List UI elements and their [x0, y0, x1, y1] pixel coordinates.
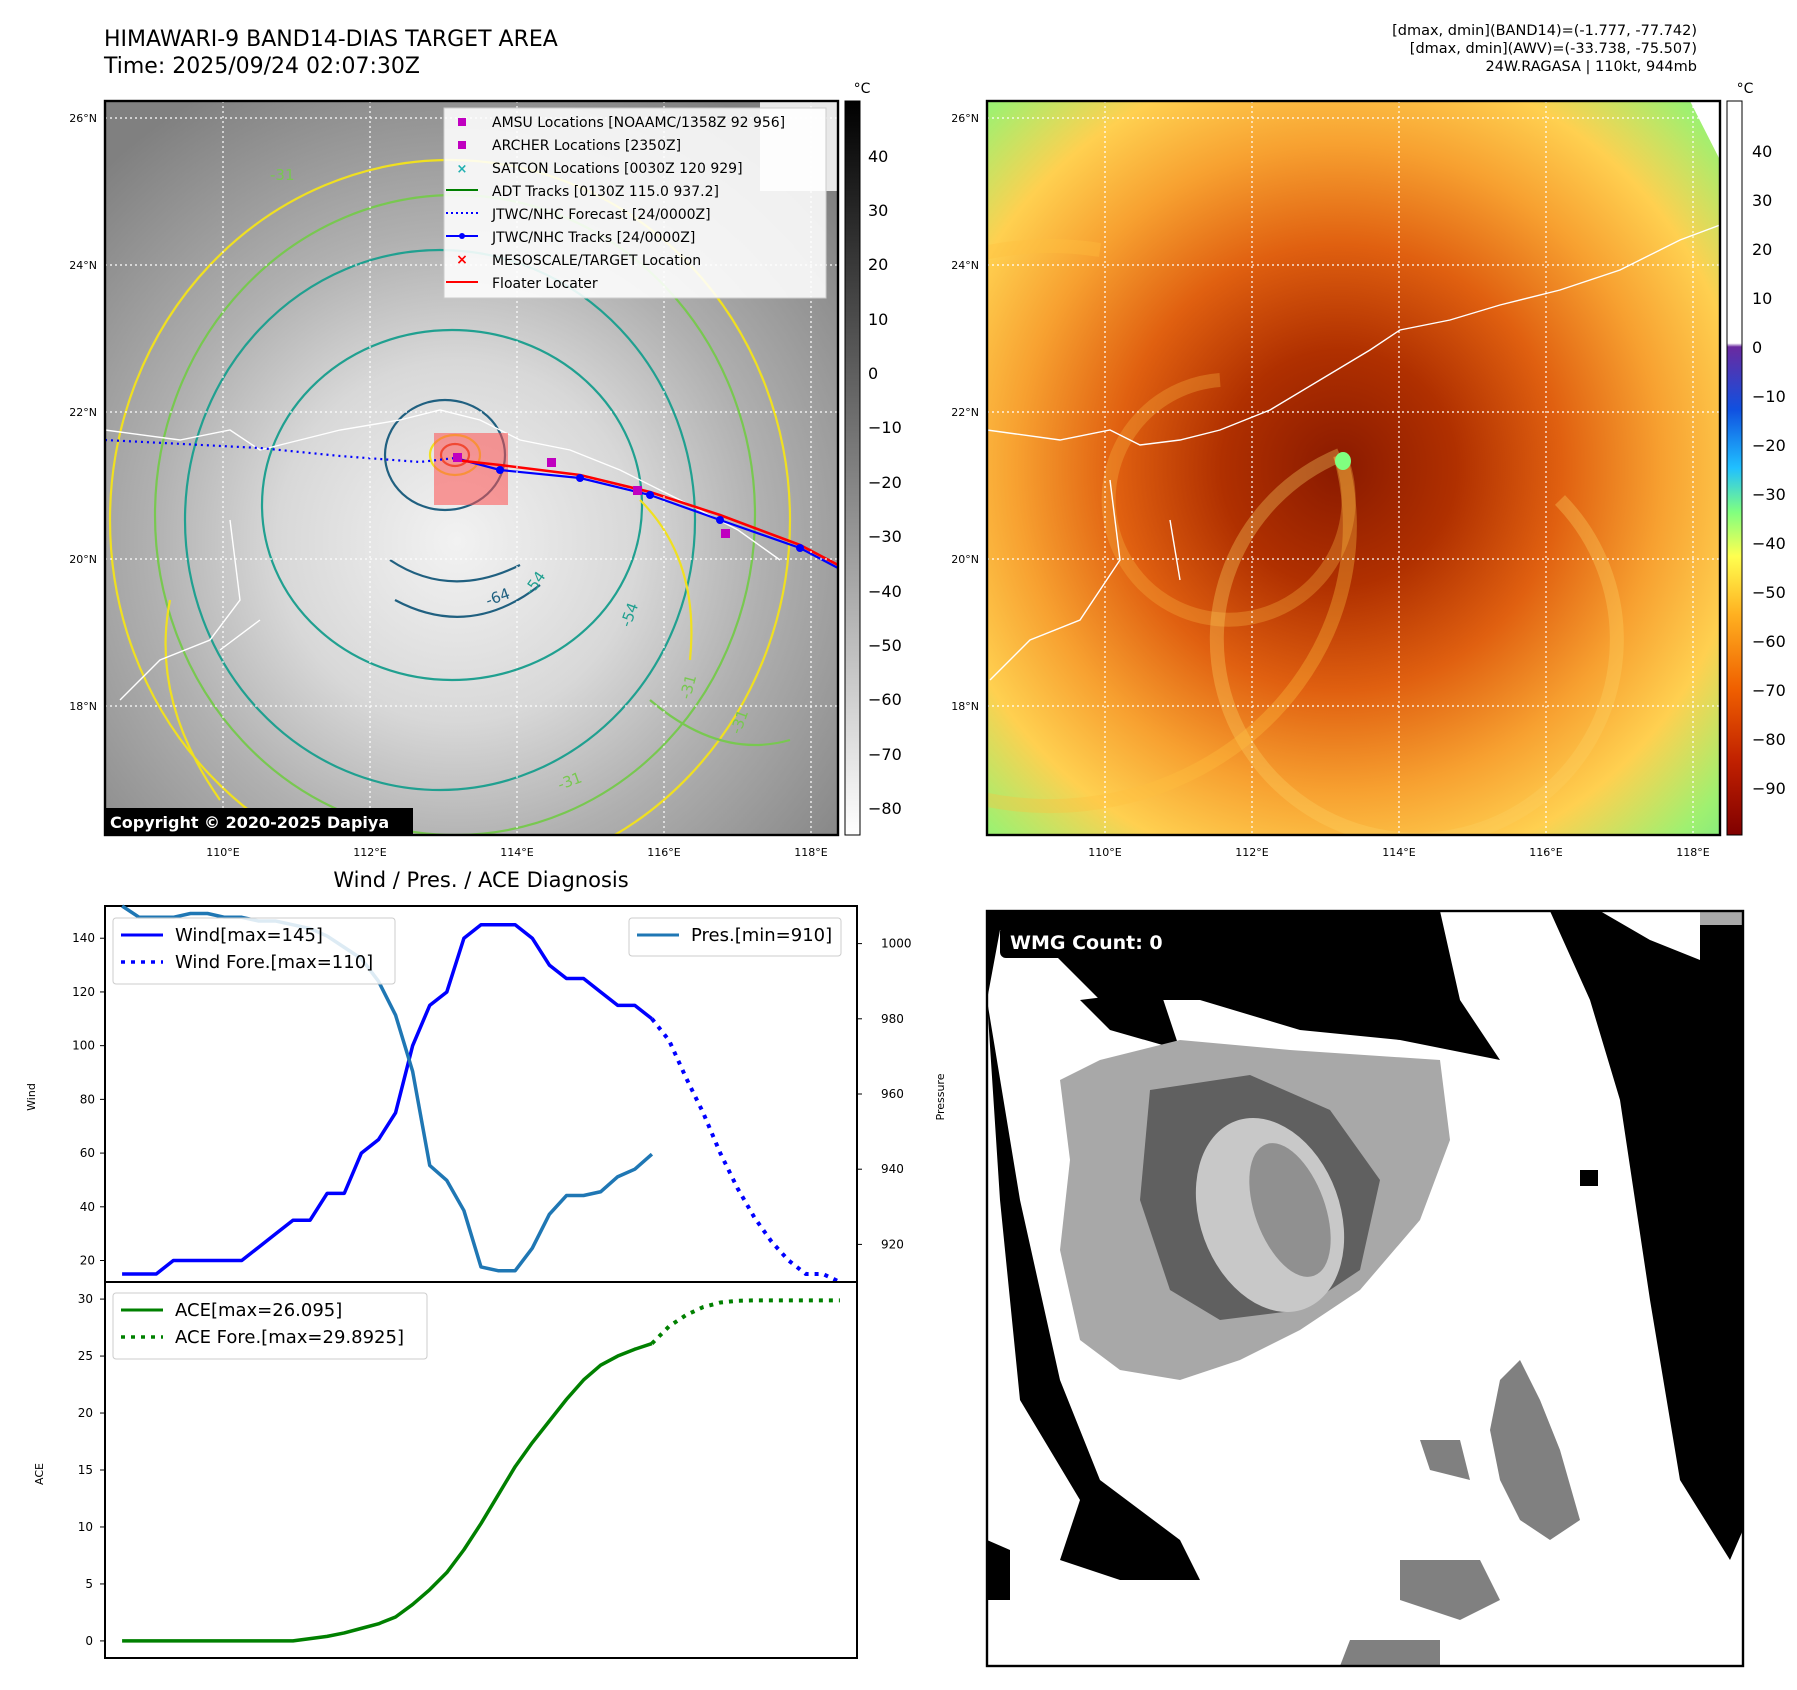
wind-legend: Wind[max=145] Wind Fore.[max=110]: [112, 917, 396, 985]
info-line-2: [dmax, dmin](AWV)=(-33.738, -75.507): [1409, 41, 1697, 57]
ace-ytick-label: 15: [78, 1463, 93, 1477]
ace-series-line-1: [650, 1298, 840, 1345]
series-line-2: [121, 904, 654, 1273]
wind-ytick-label: 120: [72, 985, 95, 999]
ace-series-line-0: [122, 1341, 653, 1643]
info-block: [dmax, dmin](BAND14)=(-1.777, -77.742) […: [1392, 22, 1697, 76]
ace-ytick-label: 25: [78, 1349, 93, 1363]
title-line-1: HIMAWARI-9 BAND14-DIAS TARGET AREA: [104, 27, 558, 52]
diag-ylabel-ace: ACE: [33, 1463, 46, 1485]
ace-legend-label: ACE[max=26.095]: [175, 1300, 342, 1321]
pres-legend-label: Pres.[min=910]: [691, 925, 832, 946]
ace-ytick-label: 30: [78, 1292, 93, 1306]
ace-ytick-label: 5: [85, 1577, 93, 1591]
wind-legend-label: Wind[max=145]: [175, 925, 323, 946]
info-line-3: 24W.RAGASA | 110kt, 944mb: [1485, 59, 1697, 75]
pres-ytick-label: 980: [881, 1012, 904, 1026]
pres-legend: Pres.[min=910]: [628, 917, 842, 957]
pres-ytick-label: 960: [881, 1087, 904, 1101]
wind-ytick-label: 40: [80, 1200, 95, 1214]
diag-ylabel-pressure: Pressure: [934, 1073, 947, 1120]
ace-ytick-label: 10: [78, 1520, 93, 1534]
diag-ylabel-wind: Wind: [25, 1083, 38, 1111]
figure-title: HIMAWARI-9 BAND14-DIAS TARGET AREA Time:…: [104, 26, 558, 80]
ace-ytick-label: 20: [78, 1406, 93, 1420]
series-line-0: [122, 923, 653, 1276]
diag-title: Wind / Pres. / ACE Diagnosis: [333, 868, 628, 892]
ace-fore-legend-label: ACE Fore.[max=29.8925]: [175, 1327, 404, 1348]
wind-ytick-label: 60: [80, 1146, 95, 1160]
wind-ytick-label: 80: [80, 1092, 95, 1106]
pres-ytick-label: 940: [881, 1162, 904, 1176]
wind-ytick-label: 140: [72, 931, 95, 945]
pres-ytick-label: 1000: [881, 937, 912, 951]
wind-ytick-label: 20: [80, 1254, 95, 1268]
title-line-2: Time: 2025/09/24 02:07:30Z: [104, 54, 420, 79]
ace-ytick-label: 0: [85, 1634, 93, 1648]
info-line-1: [dmax, dmin](BAND14)=(-1.777, -77.742): [1392, 23, 1697, 39]
wind-ytick-label: 100: [72, 1039, 95, 1053]
series-line-1: [650, 1017, 841, 1284]
wind-fore-legend-label: Wind Fore.[max=110]: [175, 952, 373, 973]
ace-legend: ACE[max=26.095] ACE Fore.[max=29.8925]: [112, 1292, 428, 1360]
pres-ytick-label: 920: [881, 1237, 904, 1251]
